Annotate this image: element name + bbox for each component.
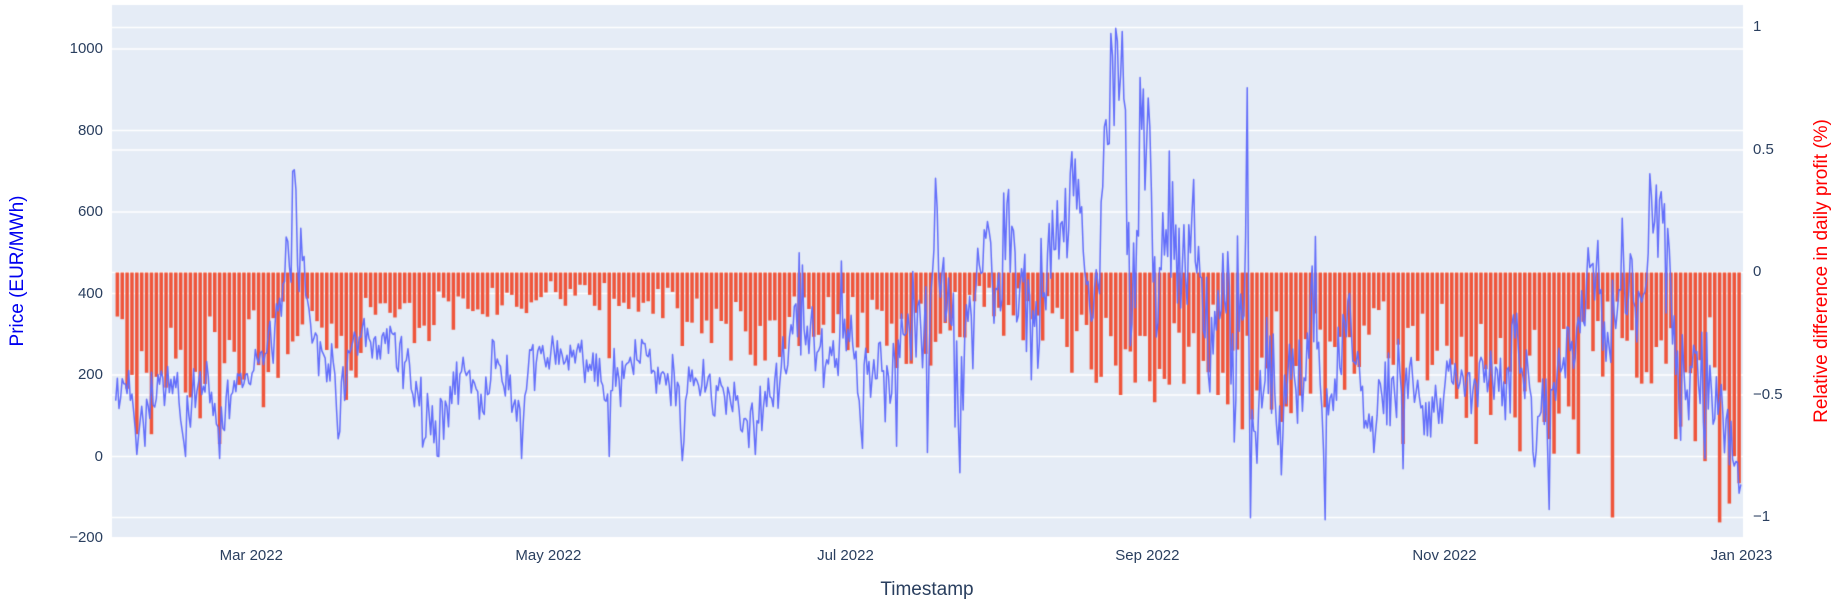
y-left-tick-label: 800 bbox=[77, 121, 103, 139]
x-tick-label: May 2022 bbox=[515, 547, 582, 564]
y-left-tick-label: 1000 bbox=[69, 40, 103, 57]
y-right-tick-label: 0 bbox=[1753, 263, 1762, 281]
x-tick-label: Jan 2023 bbox=[1710, 547, 1773, 564]
x-tick-label: Mar 2022 bbox=[219, 547, 283, 564]
y-axis-left-title: Price (EUR/MWh) bbox=[7, 195, 28, 347]
y-left-tick-label: 400 bbox=[77, 284, 103, 302]
y-left-tick-label: 0 bbox=[94, 447, 103, 465]
y-left-tick-label: 200 bbox=[77, 366, 103, 384]
x-tick-label: Sep 2022 bbox=[1115, 547, 1180, 564]
y-right-tick-label: −1 bbox=[1753, 508, 1771, 526]
x-tick-label: Jul 2022 bbox=[817, 547, 874, 564]
y-left-tick-label: 600 bbox=[77, 203, 103, 220]
y-right-tick-label: −0.5 bbox=[1753, 385, 1783, 403]
y-right-tick-label: 0.5 bbox=[1753, 140, 1774, 158]
x-axis-title: Timestamp bbox=[880, 579, 974, 600]
y-axis-right-title: Relative difference in daily profit (%) bbox=[1811, 119, 1832, 423]
y-right-tick-label: 1 bbox=[1753, 18, 1762, 36]
x-tick-label: Nov 2022 bbox=[1412, 547, 1477, 564]
y-left-tick-label: −200 bbox=[69, 529, 103, 547]
